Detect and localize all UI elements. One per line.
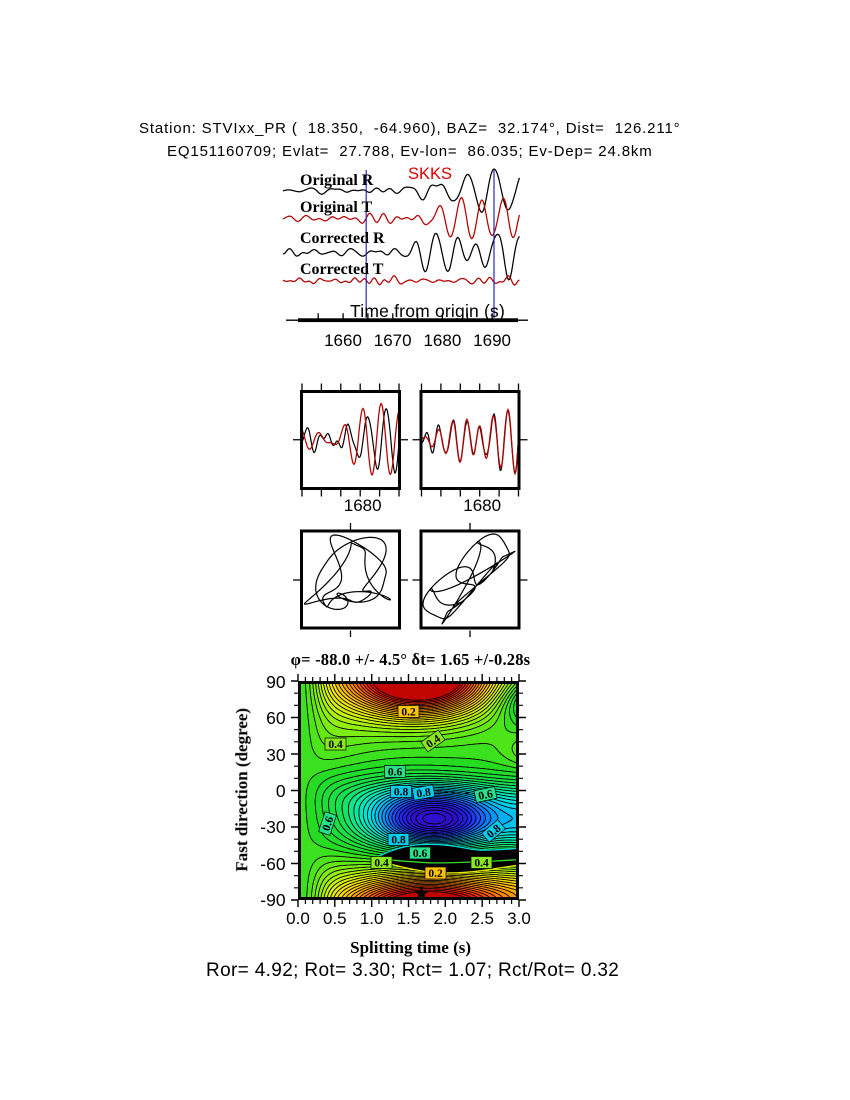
svg-text:0.8: 0.8 — [391, 835, 406, 847]
svg-text:0.8: 0.8 — [416, 786, 432, 800]
svg-text:0.4: 0.4 — [374, 858, 389, 870]
svg-text:0.2: 0.2 — [401, 707, 416, 719]
svg-text:0.6: 0.6 — [321, 815, 337, 833]
svg-text:0.6: 0.6 — [388, 767, 403, 779]
svg-text:0.4: 0.4 — [328, 739, 343, 751]
svg-text:0.6: 0.6 — [477, 788, 494, 803]
svg-text:0.8: 0.8 — [394, 787, 409, 799]
svg-text:0.4: 0.4 — [474, 858, 489, 870]
svg-text:0.6: 0.6 — [413, 848, 428, 860]
svg-text:0.2: 0.2 — [428, 868, 443, 880]
